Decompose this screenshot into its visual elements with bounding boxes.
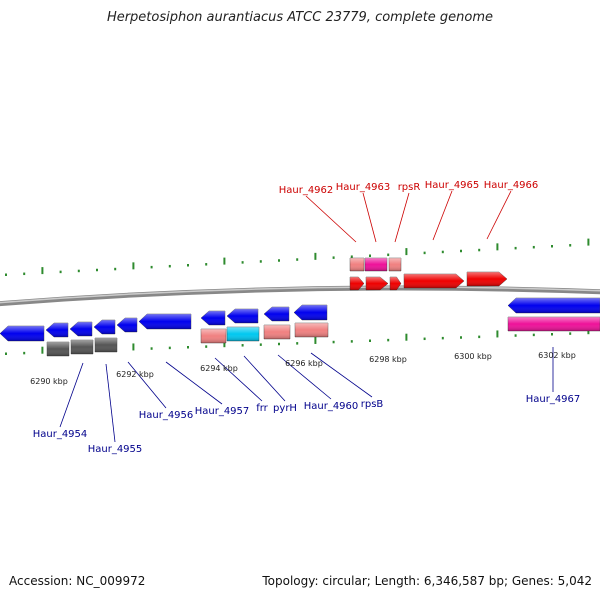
- scale-label: 6294 kbp: [200, 364, 238, 373]
- gene-label-bottom: Haur_4955: [88, 444, 143, 455]
- gene-arrow-forward-shade: [350, 277, 364, 290]
- gene-features: [0, 257, 600, 357]
- gene-arrow-forward-shade: [366, 277, 388, 290]
- leader-line-bottom: [214, 357, 263, 402]
- gene-arrow-reverse-shade: [70, 322, 92, 336]
- scale-label: 6302 kbp: [538, 351, 576, 360]
- gene-label-top: rpsR: [398, 182, 421, 193]
- map-title: Herpetosiphon aurantiacus ATCC 23779, co…: [106, 10, 494, 25]
- gene-box-grey-shade: [95, 338, 117, 352]
- scale-label: 6292 kbp: [116, 370, 154, 379]
- scale-label: 6298 kbp: [369, 355, 407, 364]
- gene-label-top: Haur_4962: [279, 185, 334, 196]
- gene-box-grey-shade: [71, 340, 93, 354]
- leader-line-bottom: [310, 352, 373, 398]
- gene-arrow-reverse-shade: [227, 309, 258, 323]
- gene-label-bottom: rpsB: [361, 399, 384, 410]
- gene-arrow-reverse-shade: [201, 311, 225, 325]
- gene-label-bottom: Haur_4956: [139, 410, 194, 421]
- leader-line-bottom: [127, 361, 167, 409]
- gene-box-light-shade: [295, 323, 328, 337]
- gene-rna-box-shade: [365, 258, 387, 271]
- scale-label: 6300 kbp: [454, 352, 492, 361]
- leader-line-top: [362, 192, 377, 243]
- gene-label-bottom: Haur_4967: [526, 394, 581, 405]
- tick-track-top: [5, 238, 590, 276]
- gene-box-light-shade: [201, 329, 226, 343]
- gene-labels: Haur_4962 Haur_4963 rpsR Haur_4965 Haur_4966…: [33, 180, 581, 455]
- gene-label-top: Haur_4966: [484, 180, 539, 191]
- leader-line-top: [432, 190, 453, 241]
- gene-arrow-reverse-shade: [264, 307, 289, 321]
- gene-arrow-reverse-shade: [139, 314, 191, 329]
- leader-line-top: [394, 192, 410, 243]
- genome-backbone-highlight: [0, 286, 600, 304]
- topology-text: Topology: circular; Length: 6,346,587 bp…: [262, 574, 592, 588]
- leader-line-bottom: [59, 362, 84, 428]
- scale-label: 6290 kbp: [30, 377, 68, 386]
- gene-rna-box-shade: [350, 258, 364, 271]
- genome-backbone: [0, 285, 600, 307]
- gene-arrow-forward-shade: [467, 272, 507, 286]
- gene-box-grey-shade: [47, 342, 69, 356]
- gene-arrow-forward-shade: [390, 277, 401, 290]
- scale-labels: 6290 kbp 6292 kbp 6294 kbp 6296 kbp 6298 kbp…: [30, 351, 576, 386]
- gene-label-top: Haur_4965: [425, 180, 480, 191]
- gene-label-bottom: frr: [256, 403, 268, 414]
- leader-line-bottom: [277, 354, 332, 400]
- gene-arrow-forward-shade: [404, 274, 464, 288]
- gene-arrow-reverse-shade: [117, 318, 137, 332]
- gene-arrow-reverse-shade: [508, 298, 600, 313]
- gene-label-bottom: pyrH: [273, 403, 297, 414]
- gene-box-pink-shade: [508, 317, 600, 331]
- gene-arrow-reverse-shade: [94, 320, 115, 334]
- gene-box-light-shade: [264, 325, 290, 339]
- gene-label-bottom: Haur_4960: [304, 401, 359, 412]
- gene-arrow-reverse-shade: [294, 305, 327, 320]
- gene-label-bottom: Haur_4954: [33, 429, 88, 440]
- leader-line-bottom: [105, 363, 116, 443]
- leader-line-bottom: [243, 355, 286, 402]
- leader-line-top: [305, 195, 357, 243]
- scale-label: 6296 kbp: [285, 359, 323, 368]
- leader-line-bottom: [165, 361, 223, 405]
- gene-rna-box-shade: [389, 258, 401, 271]
- gene-arrow-reverse-shade: [0, 326, 44, 341]
- gene-label-top: Haur_4963: [336, 182, 391, 193]
- gene-label-bottom: Haur_4957: [195, 406, 250, 417]
- label-leaders: [59, 190, 554, 443]
- leader-line-top: [486, 190, 512, 240]
- gene-box-cyan-shade: [227, 327, 259, 341]
- gene-arrow-reverse-shade: [46, 323, 68, 337]
- accession-text: Accession: NC_009972: [9, 574, 146, 588]
